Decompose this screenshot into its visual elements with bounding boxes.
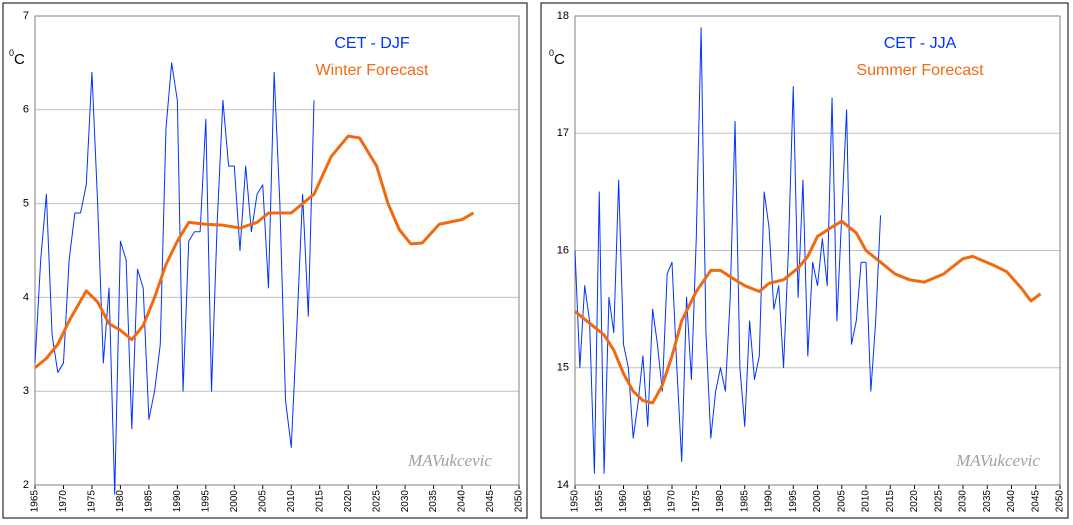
y-unit-super: 0 [549, 48, 554, 58]
x-tick-label: 1975 [87, 490, 98, 513]
y-tick-label: 14 [557, 479, 569, 491]
x-tick-label: 1985 [739, 490, 750, 513]
x-tick-label: 2005 [257, 490, 268, 513]
y-tick-label: 16 [557, 244, 569, 256]
y-unit: 0C [9, 48, 25, 68]
y-tick-label: 7 [23, 10, 29, 22]
x-tick-label: 1995 [200, 490, 211, 513]
watermark: MAVukcevic [955, 451, 1040, 470]
x-tick-label: 2040 [1006, 490, 1017, 513]
x-tick-label: 2005 [836, 490, 847, 513]
y-tick-label: 18 [557, 10, 569, 22]
x-tick-label: 1985 [144, 490, 155, 513]
y-tick-label: 6 [23, 104, 29, 116]
x-tick-label: 2040 [457, 490, 468, 513]
x-tick-label: 2035 [982, 490, 993, 513]
x-tick-label: 1980 [115, 490, 126, 513]
x-tick-label: 2045 [1030, 490, 1041, 513]
x-tick-label: 2030 [958, 490, 969, 513]
series-line [34, 134, 475, 369]
legend-label: Summer Forecast [856, 62, 984, 79]
y-unit-text: C [554, 51, 565, 68]
x-tick-label: 1995 [788, 490, 799, 513]
x-tick-label: 1970 [667, 490, 678, 513]
watermark: MAVukcevic [407, 451, 492, 470]
x-tick-label: 2025 [933, 490, 944, 513]
legend-label: CET - JJA [884, 35, 957, 52]
series-line [34, 62, 315, 495]
legend-label: CET - DJF [334, 35, 409, 52]
y-unit-super: 0 [9, 48, 14, 58]
y-unit-text: C [14, 51, 25, 68]
x-tick-label: 2000 [812, 490, 823, 513]
x-tick-label: 2045 [485, 490, 496, 513]
y-tick-label: 3 [23, 385, 29, 397]
y-tick-label: 15 [557, 362, 569, 374]
x-tick-label: 1955 [594, 490, 605, 513]
x-tick-label: 2030 [400, 490, 411, 513]
x-tick-label: 2020 [909, 490, 920, 513]
legend-label: Winter Forecast [316, 62, 429, 79]
x-tick-label: 2015 [885, 490, 896, 513]
y-tick-label: 17 [557, 127, 569, 139]
series-line [574, 219, 1042, 405]
x-tick-label: 1965 [642, 490, 653, 513]
plot-border [34, 15, 520, 486]
x-tick-label: 2050 [1055, 490, 1066, 513]
x-tick-label: 1950 [570, 490, 581, 513]
panel-border [2, 2, 528, 519]
x-tick-label: 1980 [715, 490, 726, 513]
y-tick-label: 5 [23, 198, 29, 210]
x-tick-label: 2015 [314, 490, 325, 513]
x-tick-label: 2025 [371, 490, 382, 513]
x-tick-label: 1970 [58, 490, 69, 513]
x-tick-label: 2010 [861, 490, 872, 513]
x-tick-label: 1990 [172, 490, 183, 513]
x-tick-label: 2050 [514, 490, 525, 513]
x-tick-label: 2010 [286, 490, 297, 513]
series-line [574, 27, 882, 474]
x-tick-label: 2035 [428, 490, 439, 513]
y-tick-label: 2 [23, 479, 29, 491]
x-tick-label: 1990 [764, 490, 775, 513]
y-tick-label: 4 [23, 291, 29, 303]
x-tick-label: 1965 [30, 490, 41, 513]
x-tick-label: 1975 [691, 490, 702, 513]
y-unit: 0C [549, 48, 565, 68]
x-tick-label: 2000 [229, 490, 240, 513]
x-tick-label: 2020 [343, 490, 354, 513]
x-tick-label: 1960 [618, 490, 629, 513]
